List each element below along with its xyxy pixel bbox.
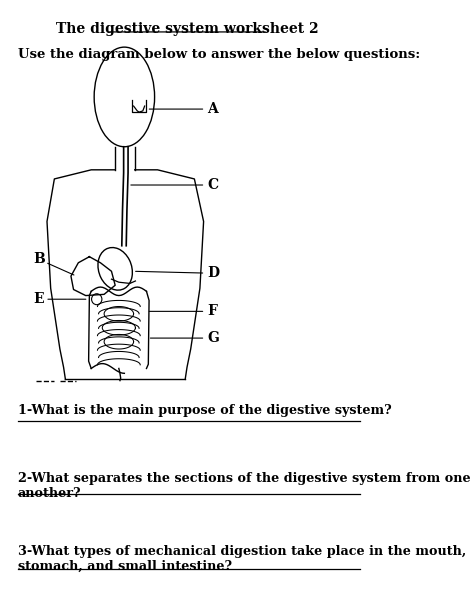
Text: G: G (207, 331, 219, 345)
Text: The digestive system worksheet 2: The digestive system worksheet 2 (56, 22, 319, 36)
Text: C: C (207, 178, 219, 192)
Text: D: D (207, 266, 219, 280)
Text: B: B (33, 252, 45, 266)
Text: F: F (207, 305, 217, 318)
Text: E: E (33, 292, 44, 306)
Text: Use the diagram below to answer the below questions:: Use the diagram below to answer the belo… (18, 48, 420, 61)
Text: 2-What separates the sections of the digestive system from one
another?: 2-What separates the sections of the dig… (18, 472, 470, 500)
Text: 1-What is the main purpose of the digestive system?: 1-What is the main purpose of the digest… (18, 404, 391, 417)
Text: A: A (207, 102, 218, 116)
Text: 3-What types of mechanical digestion take place in the mouth,
stomach, and small: 3-What types of mechanical digestion tak… (18, 544, 466, 573)
